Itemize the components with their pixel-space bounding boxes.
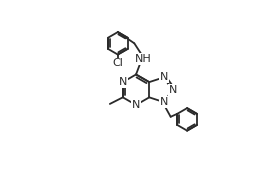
Text: Cl: Cl — [112, 58, 123, 68]
Text: N: N — [160, 72, 168, 82]
Text: N: N — [160, 97, 168, 107]
Text: N: N — [132, 100, 140, 110]
Text: NH: NH — [134, 54, 151, 64]
Text: N: N — [119, 77, 127, 87]
Text: N: N — [169, 85, 177, 95]
